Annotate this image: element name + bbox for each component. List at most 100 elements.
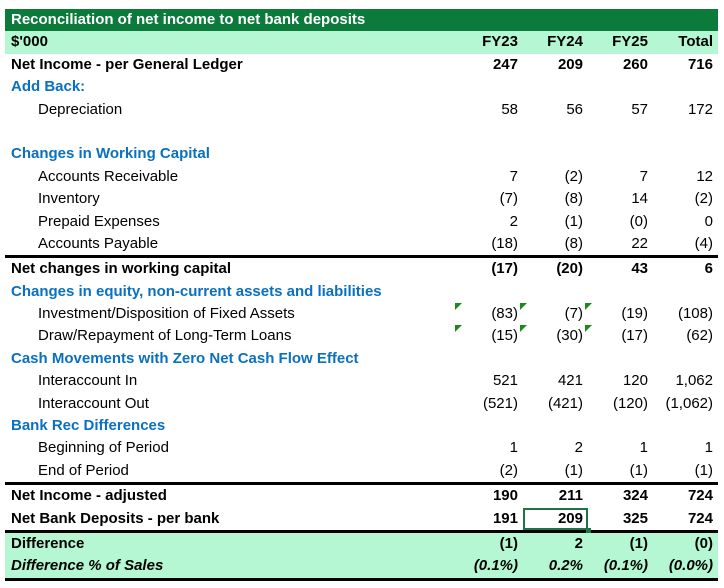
value-cell[interactable]: 7 <box>639 167 648 185</box>
row-label[interactable]: Inventory <box>38 190 100 208</box>
value-cell[interactable] <box>523 143 588 165</box>
value-cell[interactable]: (521) <box>482 394 518 412</box>
section-heading[interactable]: Changes in Working Capital <box>11 145 210 163</box>
value-cell[interactable]: (30) <box>520 325 588 347</box>
value-cell[interactable]: 724 <box>687 509 713 527</box>
value-cell[interactable]: 209 <box>523 507 591 534</box>
value-cell[interactable]: (62) <box>686 327 713 345</box>
value-cell[interactable]: (1) <box>629 461 648 479</box>
value-cell[interactable]: 325 <box>622 509 648 527</box>
value-cell[interactable]: 172 <box>687 100 713 118</box>
value-cell[interactable]: 12 <box>696 167 713 185</box>
value-cell[interactable]: (0.1%) <box>603 557 648 575</box>
row-label[interactable]: Investment/Disposition of Fixed Assets <box>38 305 295 323</box>
row-label[interactable]: Net changes in working capital <box>11 260 232 278</box>
col-header-fy25[interactable]: FY25 <box>612 33 648 51</box>
value-cell[interactable]: (120) <box>612 394 648 412</box>
value-cell[interactable]: 1,062 <box>675 372 713 390</box>
col-header-fy23[interactable]: FY23 <box>482 33 518 51</box>
row-label[interactable]: Net Income - adjusted <box>11 487 167 505</box>
value-cell[interactable]: 209 <box>557 55 583 73</box>
value-cell[interactable]: 14 <box>631 190 648 208</box>
value-cell[interactable] <box>523 121 588 143</box>
value-cell[interactable] <box>588 143 653 165</box>
value-cell[interactable] <box>588 76 653 98</box>
value-cell[interactable]: 6 <box>704 260 713 278</box>
value-cell[interactable] <box>523 348 588 370</box>
value-cell[interactable] <box>588 415 653 437</box>
value-cell[interactable]: 521 <box>492 372 518 390</box>
sheet-title[interactable]: Reconciliation of net income to net bank… <box>11 11 366 28</box>
value-cell[interactable]: (2) <box>694 190 713 208</box>
value-cell[interactable] <box>458 143 523 165</box>
row-label[interactable]: Interaccount In <box>38 372 138 390</box>
value-cell[interactable]: (108) <box>677 305 713 323</box>
row-label[interactable]: Difference % of Sales <box>11 557 164 575</box>
row-label[interactable] <box>5 121 458 143</box>
value-cell[interactable]: (17) <box>585 325 653 347</box>
value-cell[interactable]: 190 <box>492 487 518 505</box>
col-header-total[interactable]: Total <box>678 33 713 51</box>
section-heading[interactable]: Add Back: <box>11 78 86 96</box>
value-cell[interactable] <box>523 415 588 437</box>
value-cell[interactable]: (7) <box>499 190 518 208</box>
section-heading[interactable]: Cash Movements with Zero Net Cash Flow E… <box>11 349 359 367</box>
row-label[interactable]: End of Period <box>38 461 129 479</box>
row-label[interactable]: Depreciation <box>38 100 123 118</box>
value-cell[interactable]: (1) <box>629 534 648 552</box>
value-cell[interactable]: (19) <box>585 303 653 325</box>
value-cell[interactable]: (0) <box>629 212 648 230</box>
value-cell[interactable] <box>458 121 523 143</box>
value-cell[interactable]: (2) <box>499 461 518 479</box>
value-cell[interactable]: 0.2% <box>548 557 583 575</box>
value-cell[interactable]: (4) <box>694 234 713 252</box>
value-cell[interactable]: (0.0%) <box>668 557 713 575</box>
value-cell[interactable] <box>653 143 718 165</box>
value-cell[interactable]: 57 <box>631 100 648 118</box>
value-cell[interactable]: 58 <box>501 100 518 118</box>
value-cell[interactable] <box>458 76 523 98</box>
section-heading[interactable]: Changes in equity, non-current assets an… <box>11 282 382 300</box>
value-cell[interactable]: 421 <box>557 372 583 390</box>
value-cell[interactable]: (1,062) <box>665 394 713 412</box>
value-cell[interactable]: (0.1%) <box>473 557 518 575</box>
units-label[interactable]: $'000 <box>11 33 48 51</box>
value-cell[interactable]: 191 <box>492 509 518 527</box>
value-cell[interactable] <box>588 348 653 370</box>
value-cell[interactable]: 1 <box>704 439 713 457</box>
value-cell[interactable]: (2) <box>564 167 583 185</box>
value-cell[interactable]: (83) <box>455 303 523 325</box>
value-cell[interactable] <box>588 281 653 303</box>
value-cell[interactable]: 22 <box>631 234 648 252</box>
value-cell[interactable]: 56 <box>566 100 583 118</box>
value-cell[interactable]: 7 <box>509 167 518 185</box>
value-cell[interactable]: 2 <box>574 439 583 457</box>
row-label[interactable]: Draw/Repayment of Long-Term Loans <box>38 327 292 345</box>
value-cell[interactable]: (7) <box>520 303 588 325</box>
value-cell[interactable]: 0 <box>704 212 713 230</box>
value-cell[interactable]: (15) <box>455 325 523 347</box>
value-cell[interactable] <box>653 121 718 143</box>
value-cell[interactable] <box>458 281 523 303</box>
value-cell[interactable]: (8) <box>564 190 583 208</box>
value-cell[interactable]: (1) <box>564 461 583 479</box>
row-label[interactable]: Difference <box>11 534 85 552</box>
value-cell[interactable]: 247 <box>492 55 518 73</box>
value-cell[interactable]: 43 <box>631 260 648 278</box>
value-cell[interactable] <box>653 281 718 303</box>
row-label[interactable]: Interaccount Out <box>38 394 149 412</box>
value-cell[interactable]: (421) <box>547 394 583 412</box>
row-label[interactable]: Accounts Payable <box>38 234 159 252</box>
value-cell[interactable]: (0) <box>694 534 713 552</box>
value-cell[interactable] <box>653 415 718 437</box>
value-cell[interactable] <box>458 348 523 370</box>
value-cell[interactable] <box>523 76 588 98</box>
value-cell[interactable] <box>523 281 588 303</box>
value-cell[interactable]: 1 <box>639 439 648 457</box>
value-cell[interactable]: 716 <box>687 55 713 73</box>
value-cell[interactable] <box>588 121 653 143</box>
value-cell[interactable]: (8) <box>564 234 583 252</box>
value-cell[interactable]: 2 <box>574 534 583 552</box>
value-cell[interactable]: (18) <box>491 234 518 252</box>
row-label[interactable]: Prepaid Expenses <box>38 212 160 230</box>
